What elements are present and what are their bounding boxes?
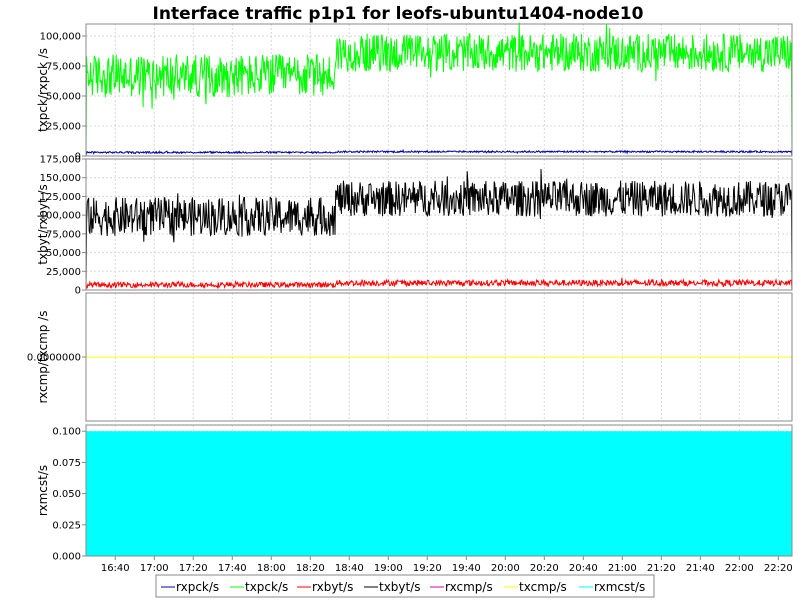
x-tick-label: 17:20 — [179, 563, 208, 574]
x-tick-label: 20:20 — [530, 563, 559, 574]
plot-area — [86, 159, 792, 290]
legend-label: rxpck/s — [176, 580, 219, 594]
legend-label: txbyt/s — [379, 580, 421, 594]
legend-item-rxcmp/s: rxcmp/s — [430, 580, 493, 594]
y-tick-label: 100,000 — [40, 211, 81, 222]
legend-item-rxpck/s: rxpck/s — [161, 580, 219, 594]
y-tick-label: 0.0000000 — [27, 353, 81, 364]
y-axis-label: rxcmp/txcmp /s — [36, 310, 50, 403]
y-tick-label: 175,000 — [40, 155, 81, 166]
series-area-rxmcst/s — [86, 431, 792, 556]
panel-1: 0 25,000 50,000 75,000 100,000 125,000 150,000… — [36, 155, 793, 297]
y-axis-label: rxmcst/s — [36, 465, 50, 516]
legend-label: rxmcst/s — [594, 580, 645, 594]
y-tick-label: 75,000 — [46, 62, 81, 73]
legend-item-txbyt/s: txbyt/s — [364, 580, 421, 594]
y-tick-label: 50,000 — [46, 92, 81, 103]
x-tick-label: 22:20 — [764, 563, 793, 574]
y-tick-label: 0 — [75, 152, 81, 163]
y-tick-label: 0 — [75, 286, 81, 297]
x-tick-label: 21:00 — [608, 563, 637, 574]
legend-label: rxcmp/s — [445, 580, 493, 594]
legend-label: rxbyt/s — [312, 580, 353, 594]
x-tick-label: 17:00 — [140, 563, 169, 574]
x-tick-label: 19:20 — [413, 563, 442, 574]
x-tick-label: 19:40 — [452, 563, 481, 574]
plot-frame — [85, 292, 793, 422]
y-tick-label: 125,000 — [40, 192, 81, 203]
legend-box — [155, 574, 655, 598]
legend-item-rxmcst/s: rxmcst/s — [579, 580, 645, 594]
y-axis-label: txpck/rxpck /s — [36, 48, 50, 132]
y-tick-label: 0.000 — [52, 552, 81, 563]
x-tick-label: 20:00 — [491, 563, 520, 574]
y-axis-label: txbyt/rxbyt /s — [36, 184, 50, 265]
y-tick-label: 25,000 — [46, 122, 81, 133]
x-tick-label: 17:40 — [218, 563, 247, 574]
legend-label: txcmp/s — [519, 580, 567, 594]
x-tick-label: 18:20 — [296, 563, 325, 574]
panel-0: 0 25,000 50,000 75,000 100,000 txpck/rxpck /s — [36, 22, 793, 163]
y-tick-label: 150,000 — [40, 173, 81, 184]
x-tick-label: 22:00 — [725, 563, 754, 574]
y-tick-label: 25,000 — [46, 267, 81, 278]
y-tick-label: 0.025 — [52, 520, 81, 531]
y-tick-label: 0.100 — [52, 427, 81, 438]
plot-frame — [85, 424, 793, 557]
y-tick-label: 100,000 — [40, 32, 81, 43]
series-line-txbyt/s — [85, 168, 793, 291]
series-line-txpck/s — [85, 22, 793, 157]
x-tick-label: 18:00 — [257, 563, 286, 574]
legend-label: txpck/s — [245, 580, 288, 594]
y-tick-label: 75,000 — [46, 229, 81, 240]
series-line-rxpck/s — [85, 148, 793, 157]
chart-panels: 0 25,000 50,000 75,000 100,000 txpck/rxpck /s… — [27, 22, 793, 563]
panel-3: 0.000 0.025 0.050 0.075 0.100 rxmcst/s — [36, 424, 793, 563]
y-tick-label: 0.050 — [52, 489, 81, 500]
plot-frame — [85, 23, 793, 157]
x-axis: 16:40 17:00 17:20 17:40 18:00 18:20 18:40 19:00… — [101, 556, 793, 574]
x-tick-label: 21:40 — [686, 563, 715, 574]
x-tick-label: 16:40 — [101, 563, 130, 574]
x-tick-label: 20:40 — [569, 563, 598, 574]
legend: rxpck/s txpck/s rxbyt/s txbyt/s rxcmp/s txcmp… — [155, 574, 655, 598]
legend-item-txcmp/s: txcmp/s — [504, 580, 567, 594]
y-tick-label: 50,000 — [46, 248, 81, 259]
plot-frame — [85, 158, 793, 291]
x-tick-label: 19:00 — [374, 563, 403, 574]
legend-item-txpck/s: txpck/s — [230, 580, 288, 594]
legend-item-rxbyt/s: rxbyt/s — [297, 580, 353, 594]
series-line-rxbyt/s — [85, 277, 793, 291]
x-tick-label: 21:20 — [647, 563, 676, 574]
y-tick-label: 0.075 — [52, 458, 81, 469]
chart-title: Interface traffic p1p1 for leofs-ubuntu1… — [153, 4, 644, 24]
x-tick-label: 18:40 — [335, 563, 364, 574]
